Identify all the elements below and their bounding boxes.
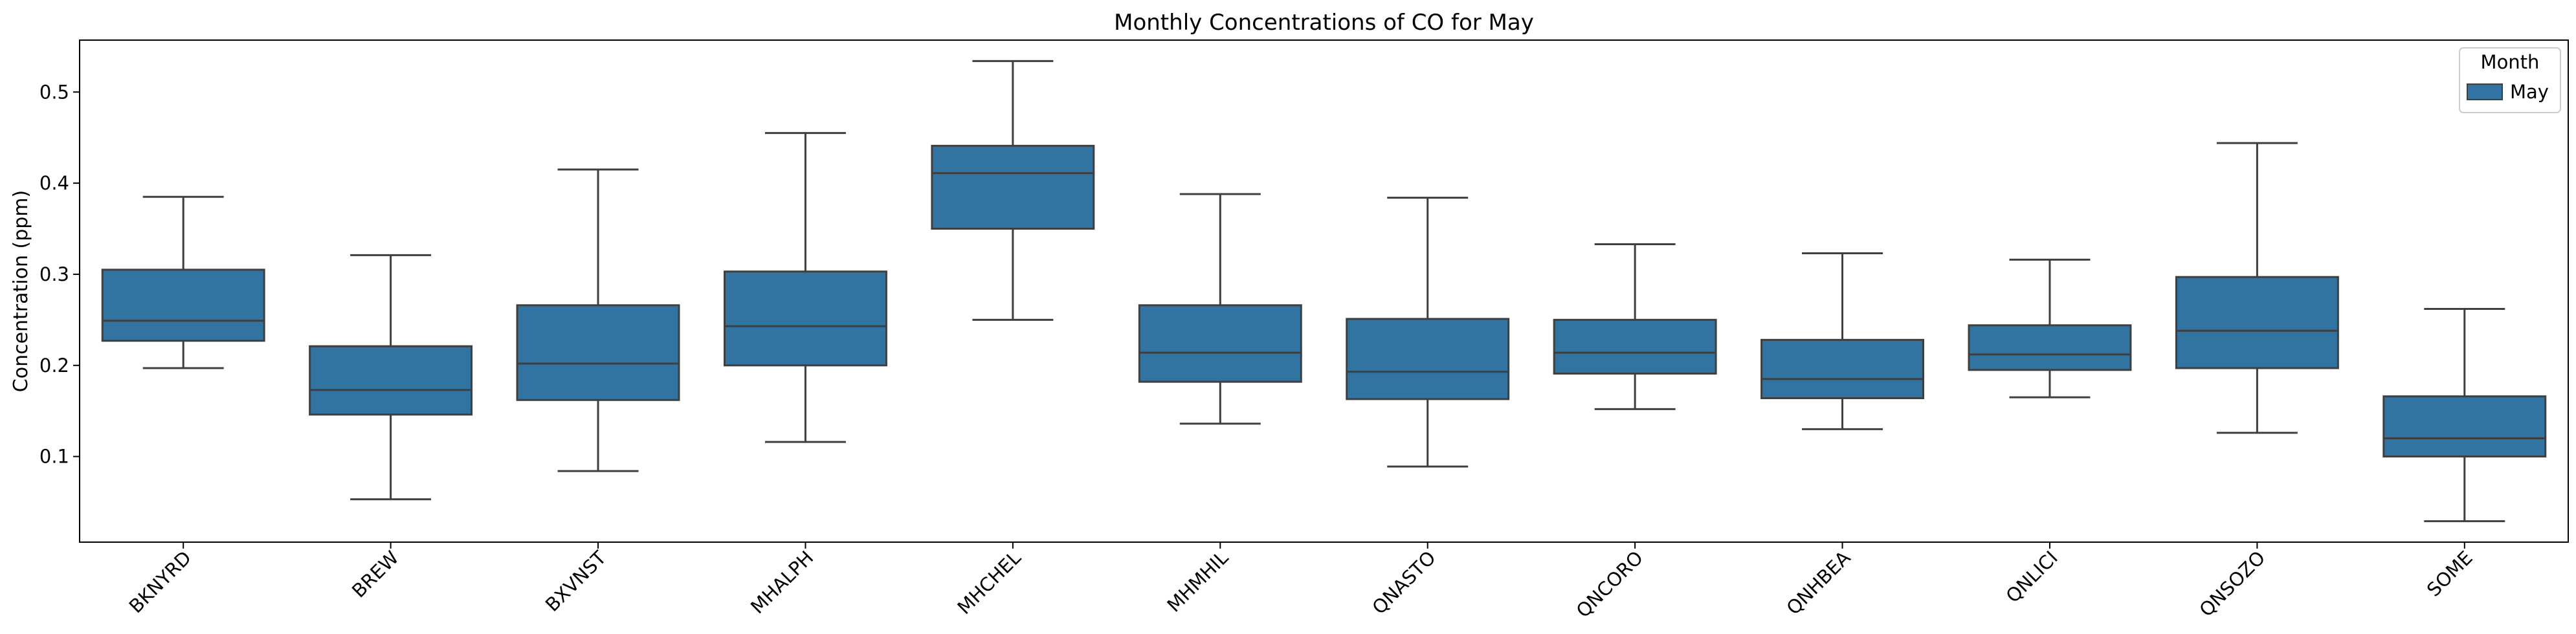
iqr-box <box>2382 395 2547 458</box>
legend-entry-may: May <box>2510 81 2549 103</box>
x-tick-label-qnhbea: QNHBEA <box>1782 547 1854 619</box>
x-tick-label-brew: BREW <box>348 547 403 602</box>
box-qnhbea <box>1760 252 1925 430</box>
box-some <box>2382 307 2547 523</box>
iqr-box <box>1760 338 1925 399</box>
box-qncoro <box>1553 243 1717 410</box>
iqr-box <box>2175 276 2339 369</box>
x-tick-label-mhalph: MHALPH <box>746 547 817 618</box>
x-tick-label-qnsozo: QNSOZO <box>2195 547 2269 621</box>
y-tick-label: 0.3 <box>39 263 69 285</box>
iqr-box <box>516 304 680 401</box>
legend: Month May <box>2459 47 2561 113</box>
iqr-box <box>931 144 1095 230</box>
iqr-box <box>723 270 887 367</box>
y-tick-label: 0.4 <box>39 172 69 194</box>
boxes-layer <box>101 60 2547 523</box>
box-bknyrd <box>101 195 265 369</box>
y-axis-label: Concentration (ppm) <box>10 190 32 392</box>
legend-title: Month <box>2481 51 2540 73</box>
box-mhalph <box>723 132 887 443</box>
x-tick-label-qnlici: QNLICI <box>2002 547 2062 607</box>
y-tick-label: 0.1 <box>39 446 69 468</box>
y-tick-label: 0.2 <box>39 355 69 377</box>
iqr-box <box>101 268 265 342</box>
x-tick-label-mhchel: MHCHEL <box>953 547 1025 618</box>
iqr-box <box>1138 304 1302 383</box>
box-bxvnst <box>516 168 680 472</box>
box-qnsozo <box>2175 142 2339 434</box>
x-tick-label-some: SOME <box>2423 547 2477 601</box>
box-qnlici <box>1968 258 2132 399</box>
plot-area-frame <box>79 39 2569 543</box>
y-tick-label: 0.5 <box>39 81 69 103</box>
iqr-box <box>1968 324 2132 371</box>
box-qnasto <box>1346 197 1510 468</box>
box-brew <box>309 254 473 501</box>
x-tick-label-bknyrd: BKNYRD <box>125 547 195 617</box>
box-mhmhil <box>1138 193 1302 425</box>
chart-title: Monthly Concentrations of CO for May <box>1114 10 1534 36</box>
iqr-box <box>1346 318 1510 400</box>
x-axis-ticks: BKNYRD BREW BXVNST MHALPH MHCHEL MHMHIL QNASTO… <box>125 542 2477 622</box>
y-axis-ticks: 0.1 0.2 0.3 0.4 0.5 <box>39 81 80 468</box>
iqr-box <box>1553 318 1717 375</box>
x-tick-label-bxvnst: BXVNST <box>541 547 610 616</box>
x-tick-label-qnasto: QNASTO <box>1368 547 1439 618</box>
box-mhchel <box>931 60 1095 321</box>
legend-swatch-may <box>2467 83 2503 100</box>
x-tick-label-qncoro: QNCORO <box>1572 547 1647 622</box>
iqr-box <box>309 345 473 416</box>
x-tick-label-mhmhil: MHMHIL <box>1162 547 1232 617</box>
